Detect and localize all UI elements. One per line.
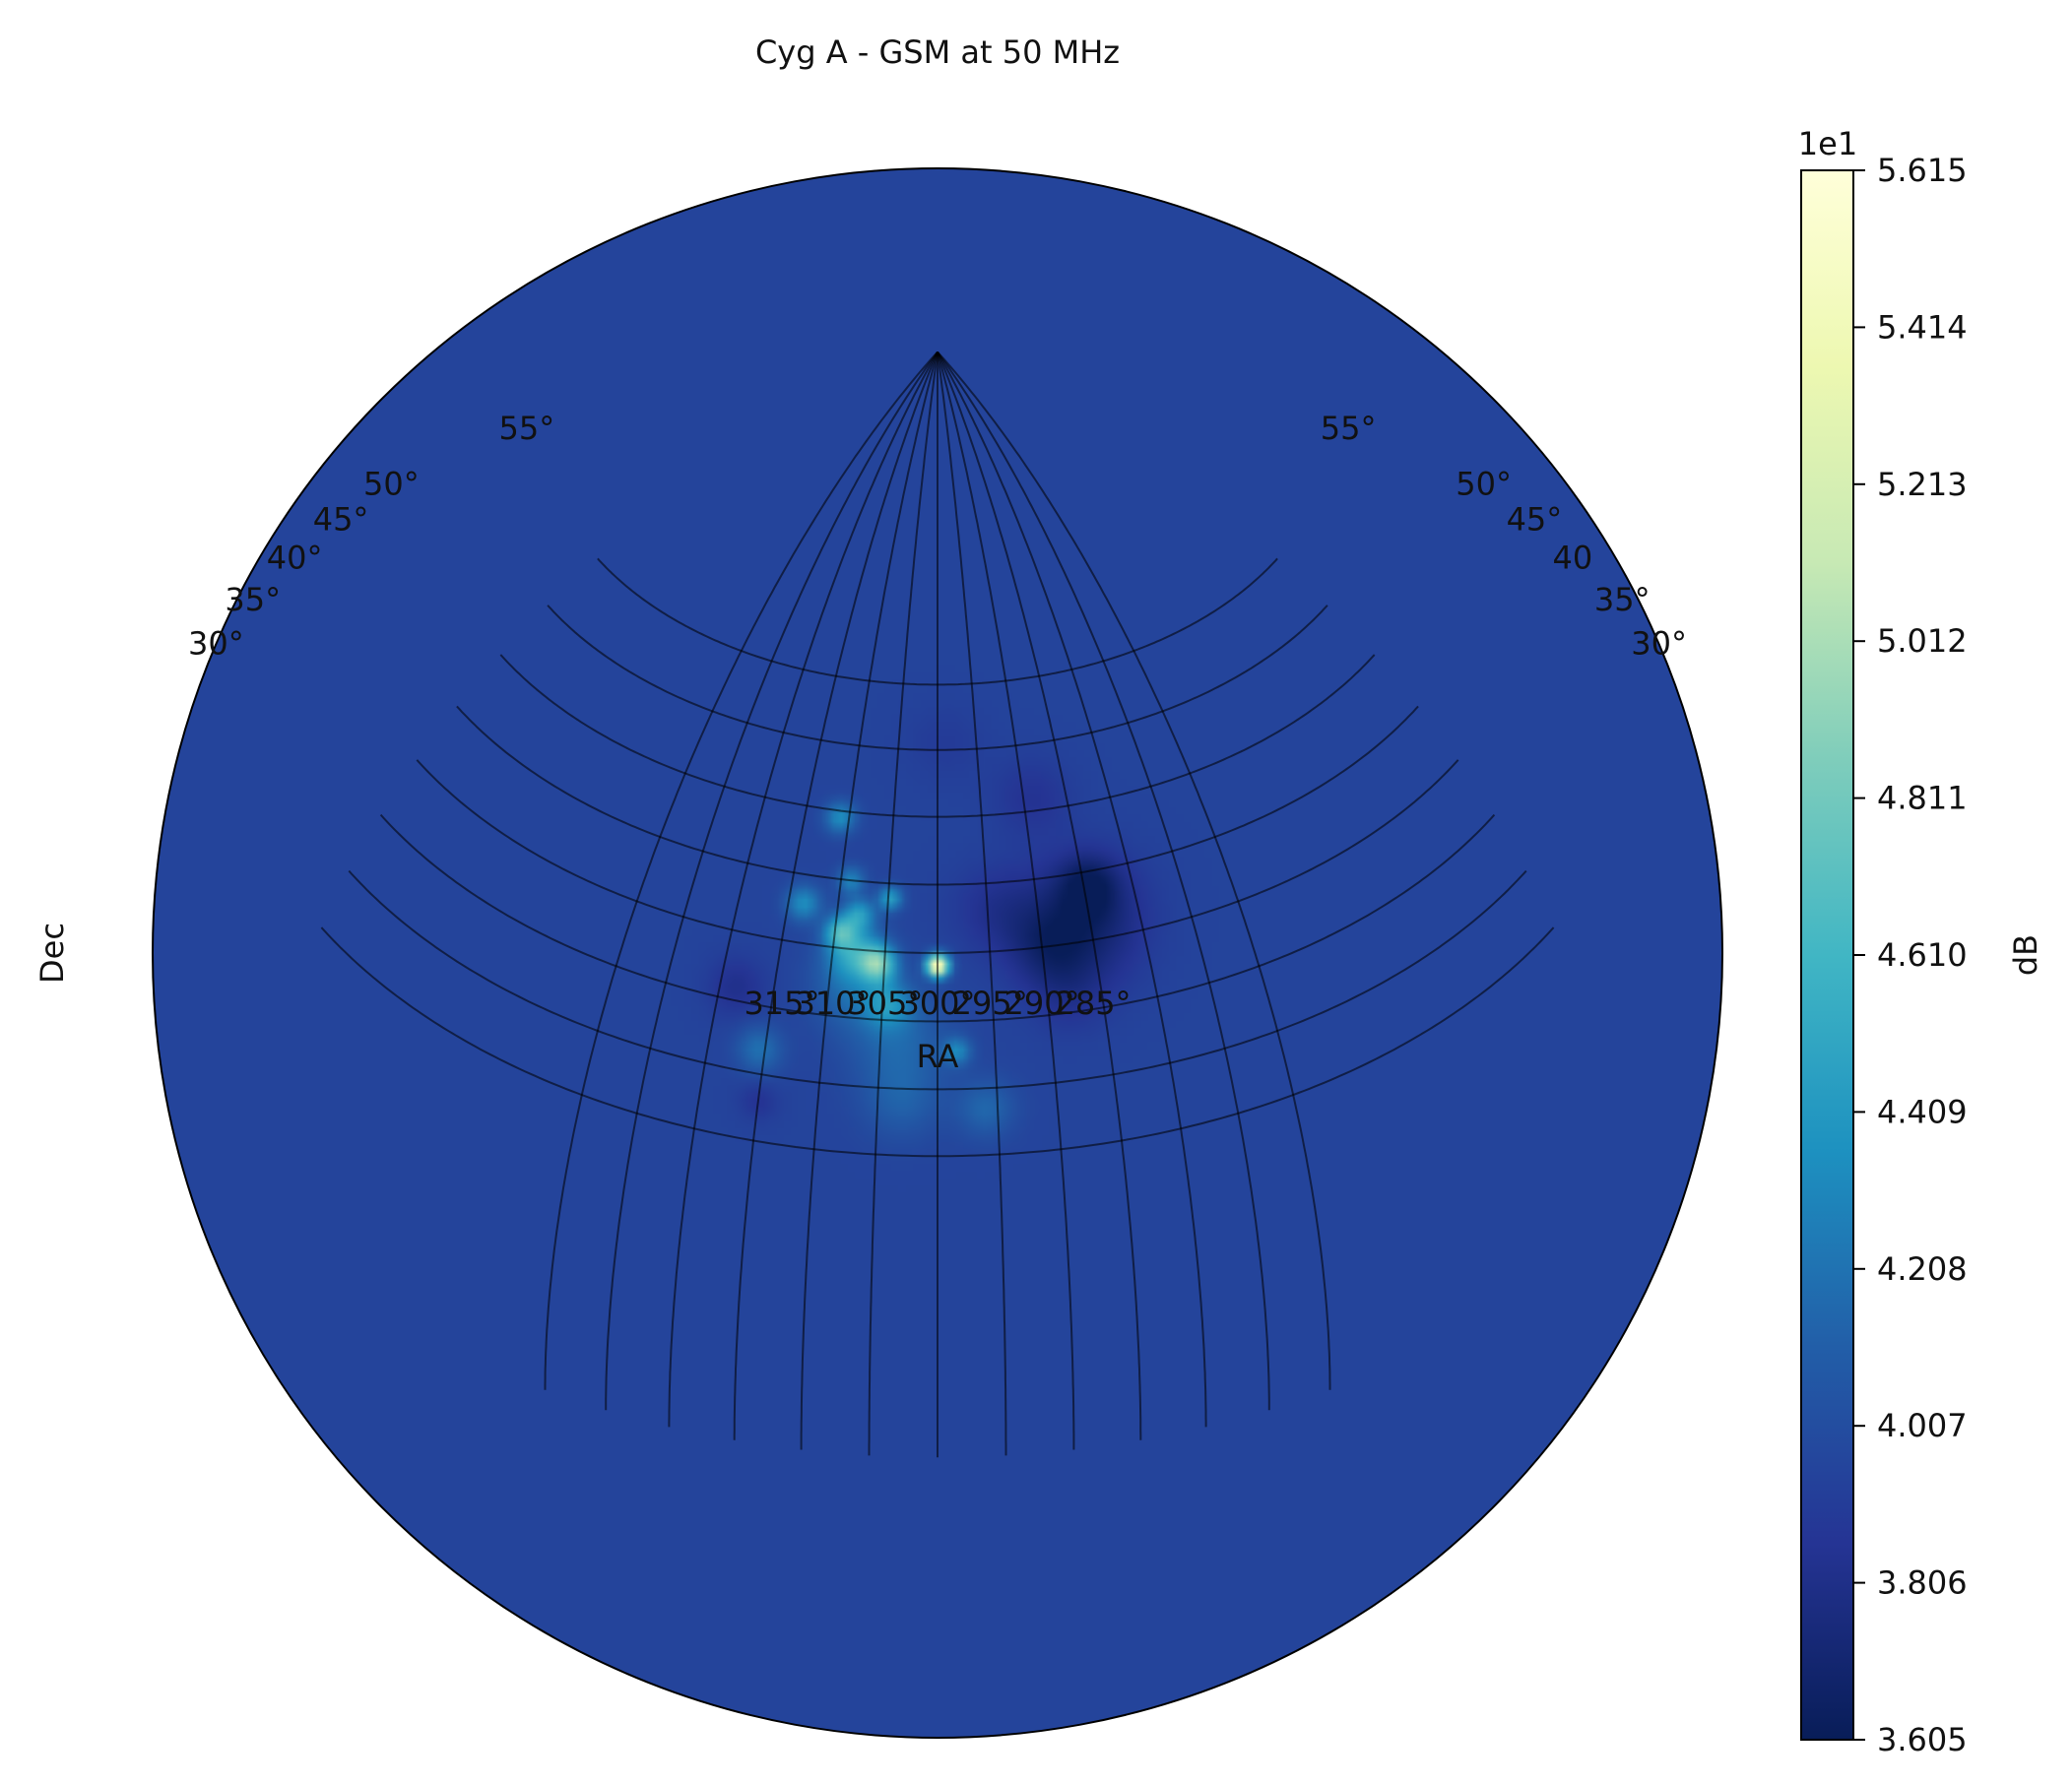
- x-axis-label: RA: [917, 1038, 959, 1075]
- colorbar-tick-label: 4.409: [1877, 1093, 1968, 1130]
- dec-tick-label-right: 35°: [1594, 581, 1651, 618]
- dec-tick-label-right: 45°: [1507, 500, 1563, 538]
- ra-tick-labels: 315°310°305°300°295°290°285°: [744, 985, 1131, 1022]
- y-axis-label: Dec: [33, 923, 71, 984]
- dec-gridline: [547, 605, 1328, 751]
- colorbar-tick-label: 5.414: [1877, 308, 1968, 346]
- sky-disk: [153, 168, 1722, 1738]
- dec-tick-label-right: 55°: [1321, 410, 1377, 447]
- colorbar-tick-label: 4.007: [1877, 1407, 1968, 1444]
- dec-tick-label-left: 45°: [313, 500, 369, 538]
- coordinate-grid: [320, 351, 1555, 1458]
- ra-tick-label: 285°: [1055, 985, 1131, 1022]
- colorbar-tick-label: 5.012: [1877, 622, 1968, 660]
- dec-gridline: [456, 705, 1419, 886]
- dec-tick-label-left: 50°: [363, 465, 420, 502]
- colorbar-tick-label: 5.213: [1877, 466, 1968, 503]
- dec-tick-label-left: 35°: [225, 581, 281, 618]
- colorbar-ticks: 5.615 5.414 5.213 5.012 4.811 4.610 4.409 4.208…: [1853, 152, 1968, 1758]
- dec-tick-label-right: 30°: [1631, 625, 1687, 663]
- colorbar-tick-label: 4.811: [1877, 780, 1968, 817]
- colorbar-tick-label: 3.605: [1877, 1721, 1968, 1758]
- dec-gridline: [320, 926, 1555, 1158]
- colorbar-tick-label: 4.208: [1877, 1250, 1968, 1288]
- dec-tick-label-left: 55°: [499, 410, 555, 447]
- colorbar-tick-label: 4.610: [1877, 936, 1968, 974]
- colorbar: 5.615 5.414 5.213 5.012 4.811 4.610 4.409 4.208…: [1798, 125, 2044, 1758]
- dec-gridline: [597, 557, 1278, 686]
- dec-gridline: [379, 813, 1496, 1023]
- dec-tick-label-left: 40°: [267, 540, 323, 577]
- chart-title: Cyg A - GSM at 50 MHz: [755, 33, 1120, 71]
- ra-tick-label: 295°: [952, 985, 1028, 1022]
- colorbar-scale: [1800, 169, 1854, 1741]
- colorbar-tick-label: 3.806: [1877, 1564, 1968, 1602]
- dec-tick-label-left: 30°: [188, 625, 244, 663]
- colorbar-label: dB: [2007, 934, 2044, 976]
- colorbar-tick-label: 5.615: [1877, 152, 1968, 189]
- dec-tick-label-right: 40: [1553, 540, 1593, 577]
- ra-tick-label: 310°: [795, 985, 871, 1022]
- dec-gridline: [348, 869, 1527, 1091]
- ra-tick-label: 300°: [899, 985, 975, 1022]
- sky-disk-outline: [152, 167, 1723, 1739]
- ra-tick-label: 305°: [847, 985, 923, 1022]
- dec-tick-label-right: 50°: [1456, 465, 1512, 502]
- ra-tick-label: 315°: [744, 985, 819, 1022]
- colorbar-offset-text: 1e1: [1798, 125, 1857, 162]
- dec-gridline: [416, 759, 1459, 954]
- ra-tick-label: 290°: [1004, 985, 1079, 1022]
- dec-gridline: [499, 654, 1376, 818]
